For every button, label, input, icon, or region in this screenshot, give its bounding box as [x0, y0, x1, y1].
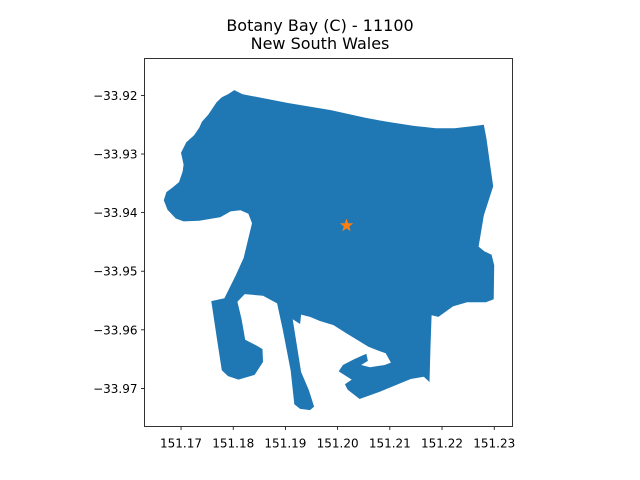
- y-tick-label: −33.97: [93, 382, 137, 396]
- x-tick-label: 151.23: [473, 437, 515, 451]
- x-tick-label: 151.19: [264, 437, 306, 451]
- y-tick-label: −33.96: [93, 323, 137, 337]
- centroid-marker: [339, 218, 354, 232]
- x-axis: 151.17 151.18 151.19 151.20 151.21 151.22 151.…: [160, 426, 515, 451]
- chart-title: Botany Bay (C) - 11100: [226, 16, 413, 35]
- axes-frame: [144, 58, 513, 427]
- y-tick-label: −33.94: [93, 206, 137, 220]
- chart-subtitle: New South Wales: [251, 34, 390, 53]
- x-tick-label: 151.22: [421, 437, 463, 451]
- plot-area: [163, 90, 495, 411]
- y-axis: −33.92 −33.93 −33.94 −33.95 −33.96 −33.97: [93, 89, 145, 396]
- y-tick-label: −33.92: [93, 89, 137, 103]
- y-tick-label: −33.93: [93, 148, 137, 162]
- region-polygon: [163, 90, 495, 411]
- x-tick-label: 151.20: [317, 437, 359, 451]
- x-tick-label: 151.18: [212, 437, 254, 451]
- y-tick-label: −33.95: [93, 265, 137, 279]
- x-tick-label: 151.17: [160, 437, 202, 451]
- x-tick-label: 151.21: [369, 437, 411, 451]
